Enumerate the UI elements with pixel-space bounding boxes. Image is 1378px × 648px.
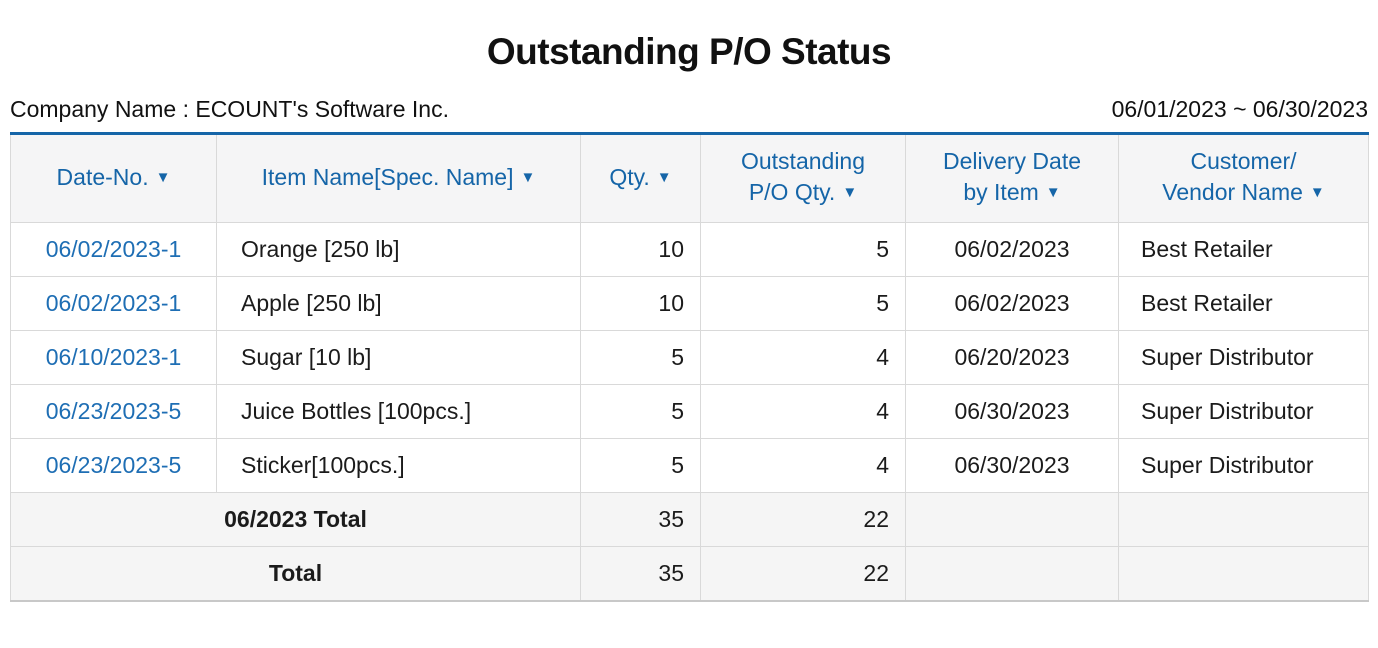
cell-customer-vendor: Best Retailer <box>1118 276 1369 331</box>
column-header-date-no[interactable]: Date-No. ▼ <box>10 133 217 223</box>
cell-qty: 5 <box>580 330 701 385</box>
column-header-outstanding-po-qty[interactable]: Outstanding P/O Qty. ▼ <box>700 133 906 223</box>
cell-qty: 5 <box>580 384 701 439</box>
cell-empty <box>905 546 1119 601</box>
column-header-qty[interactable]: Qty. ▼ <box>580 133 701 223</box>
column-header-item-name[interactable]: Item Name[Spec. Name] ▼ <box>216 133 581 223</box>
month-total-row: 06/2023 Total 35 22 <box>10 492 1369 547</box>
cell-qty: 10 <box>580 222 701 277</box>
cell-item-name: Sugar [10 lb] <box>216 330 581 385</box>
table-row: 06/02/2023-1 Orange [250 lb] 10 5 06/02/… <box>10 222 1369 277</box>
cell-empty <box>905 492 1119 547</box>
cell-outstanding-qty: 4 <box>700 330 906 385</box>
sort-arrow-icon: ▼ <box>520 168 536 186</box>
cell-item-name: Orange [250 lb] <box>216 222 581 277</box>
column-header-label: Date-No. <box>56 163 149 190</box>
cell-date-no-link[interactable]: 06/02/2023-1 <box>10 222 217 277</box>
company-name-label: Company Name : ECOUNT's Software Inc. <box>10 96 449 122</box>
sort-arrow-icon: ▼ <box>1045 184 1061 201</box>
cell-item-name: Juice Bottles [100pcs.] <box>216 384 581 439</box>
cell-date-no-link[interactable]: 06/23/2023-5 <box>10 438 217 493</box>
column-header-customer-vendor[interactable]: Customer/ Vendor Name ▼ <box>1118 133 1369 223</box>
month-total-label: 06/2023 Total <box>10 492 581 547</box>
cell-date-no-link[interactable]: 06/10/2023-1 <box>10 330 217 385</box>
cell-total-qty: 35 <box>580 546 701 601</box>
cell-total-outstanding-qty: 22 <box>700 492 906 547</box>
cell-customer-vendor: Super Distributor <box>1118 438 1369 493</box>
cell-delivery-date: 06/02/2023 <box>905 276 1119 331</box>
cell-outstanding-qty: 4 <box>700 384 906 439</box>
cell-delivery-date: 06/30/2023 <box>905 438 1119 493</box>
cell-total-qty: 35 <box>580 492 701 547</box>
cell-item-name: Sticker[100pcs.] <box>216 438 581 493</box>
cell-item-name: Apple [250 lb] <box>216 276 581 331</box>
info-bar: Company Name : ECOUNT's Software Inc. 06… <box>10 96 1368 123</box>
column-header-label: Customer/ Vendor Name <box>1162 148 1303 205</box>
table-row: 06/02/2023-1 Apple [250 lb] 10 5 06/02/2… <box>10 276 1369 331</box>
cell-delivery-date: 06/02/2023 <box>905 222 1119 277</box>
column-header-delivery-date[interactable]: Delivery Date by Item ▼ <box>905 133 1119 223</box>
column-header-label: Qty. <box>609 163 650 190</box>
sort-arrow-icon: ▼ <box>842 184 858 201</box>
table-row: 06/10/2023-1 Sugar [10 lb] 5 4 06/20/202… <box>10 330 1369 385</box>
sort-arrow-icon: ▼ <box>155 168 171 186</box>
cell-delivery-date: 06/30/2023 <box>905 384 1119 439</box>
sort-arrow-icon: ▼ <box>656 168 672 186</box>
grand-total-label: Total <box>10 546 581 601</box>
table-header-row: Date-No. ▼ Item Name[Spec. Name] ▼ Qty. ▼ O… <box>10 133 1369 223</box>
column-header-label: Delivery Date by Item <box>942 148 1082 205</box>
cell-date-no-link[interactable]: 06/02/2023-1 <box>10 276 217 331</box>
cell-total-outstanding-qty: 22 <box>700 546 906 601</box>
cell-empty <box>1118 492 1369 547</box>
cell-customer-vendor: Super Distributor <box>1118 330 1369 385</box>
cell-outstanding-qty: 5 <box>700 222 906 277</box>
cell-empty <box>1118 546 1369 601</box>
sort-arrow-icon: ▼ <box>1309 184 1325 201</box>
table-row: 06/23/2023-5 Juice Bottles [100pcs.] 5 4… <box>10 384 1369 439</box>
cell-outstanding-qty: 4 <box>700 438 906 493</box>
grand-total-row: Total 35 22 <box>10 546 1369 601</box>
page-title: Outstanding P/O Status <box>486 31 892 72</box>
cell-customer-vendor: Best Retailer <box>1118 222 1369 277</box>
date-range-label: 06/01/2023 ~ 06/30/2023 <box>1111 96 1368 122</box>
cell-date-no-link[interactable]: 06/23/2023-5 <box>10 384 217 439</box>
cell-delivery-date: 06/20/2023 <box>905 330 1119 385</box>
column-header-label: Item Name[Spec. Name] <box>261 163 514 190</box>
cell-qty: 10 <box>580 276 701 331</box>
column-header-label: Outstanding P/O Qty. <box>740 148 866 205</box>
cell-customer-vendor: Super Distributor <box>1118 384 1369 439</box>
table-row: 06/23/2023-5 Sticker[100pcs.] 5 4 06/30/… <box>10 438 1369 493</box>
cell-outstanding-qty: 5 <box>700 276 906 331</box>
cell-qty: 5 <box>580 438 701 493</box>
outstanding-po-table: Date-No. ▼ Item Name[Spec. Name] ▼ Qty. ▼ O… <box>10 132 1369 602</box>
